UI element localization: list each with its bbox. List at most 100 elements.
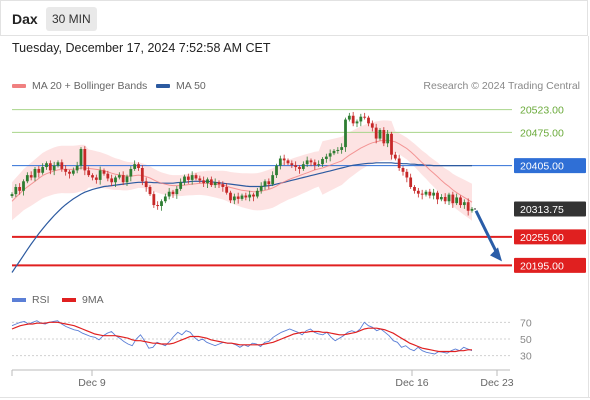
candle-body — [344, 119, 347, 148]
candle-body — [225, 187, 229, 193]
candle-body — [45, 163, 48, 168]
candle-body — [416, 190, 420, 194]
rsi-tick-label: 50 — [520, 334, 532, 346]
candle-body — [75, 165, 79, 171]
candle-body — [33, 168, 37, 178]
rsi-label: RSI — [32, 294, 50, 306]
level-tag-pivot — [514, 158, 586, 174]
candle-body — [148, 187, 152, 195]
candle-body — [190, 175, 194, 180]
candle-body — [22, 181, 25, 191]
candle-body — [221, 184, 225, 187]
candle-body — [313, 162, 317, 166]
candle-body — [79, 149, 83, 166]
candle-body — [378, 130, 382, 139]
level-tag-support — [514, 229, 586, 245]
timeframe-selector[interactable]: 30 MIN — [46, 7, 97, 31]
candle-body — [209, 179, 213, 186]
candle-body — [317, 164, 321, 166]
candle-body — [232, 196, 236, 201]
candle-body — [420, 193, 424, 195]
candle-body — [267, 181, 271, 185]
x-tick-label: Dec 23 — [480, 377, 513, 389]
candle-body — [48, 163, 52, 171]
rsi-tick-label: 30 — [520, 351, 532, 363]
top-bar: Dax 30 MIN — [0, 0, 588, 36]
candle-body — [206, 179, 209, 184]
key-levels: 20523.00 20475.00 20405.00 20313.75 20255.00… — [12, 105, 586, 273]
candle-body — [305, 160, 309, 165]
candle-body — [64, 168, 68, 172]
level-label-last: 20313.75 — [520, 204, 564, 216]
candle-body — [144, 181, 148, 187]
candle-body — [436, 192, 439, 200]
candle-body — [363, 116, 367, 118]
candle-body — [102, 170, 106, 174]
candle-body — [286, 160, 290, 164]
candle-body — [321, 158, 324, 165]
candle-body — [83, 149, 87, 171]
candle-body — [163, 196, 167, 202]
ma20-label: MA 20 + Bollinger Bands — [32, 80, 148, 92]
candle-body — [294, 165, 298, 168]
level-label-resistance: 20475.00 — [520, 127, 564, 139]
ma20-swatch — [12, 84, 26, 89]
candle-body — [367, 117, 370, 124]
rsi-tick-label: 70 — [520, 317, 532, 329]
candle-body — [466, 202, 470, 211]
candle-body — [252, 194, 255, 197]
candle-body — [332, 150, 336, 154]
candle-body — [443, 196, 447, 202]
candle-body — [229, 192, 232, 201]
candle-body — [175, 188, 179, 195]
forecast-arrow-head — [490, 247, 502, 262]
candle-body — [309, 160, 313, 163]
candle-body — [244, 195, 248, 198]
candle-body — [432, 192, 436, 196]
x-axis: Dec 9 Dec 16 Dec 23 — [11, 369, 514, 389]
candle-body — [409, 177, 413, 187]
candle-body — [114, 177, 117, 183]
candle-body — [424, 191, 428, 195]
candle-body — [290, 163, 294, 166]
candle-body — [370, 123, 374, 128]
candle-body — [455, 197, 459, 204]
candle-body — [255, 190, 259, 197]
candle-body — [129, 168, 133, 177]
rsi-ma-swatch — [62, 298, 76, 303]
candle-body — [29, 175, 33, 178]
candle-body — [213, 182, 217, 186]
bottom-border — [0, 397, 590, 398]
candle-body — [133, 164, 137, 169]
level-label-resistance: 20523.00 — [520, 105, 564, 117]
candle-body — [386, 133, 390, 144]
candle-body — [459, 197, 462, 206]
candle-body — [347, 115, 351, 120]
candle-body — [171, 191, 175, 195]
candle-body — [198, 178, 202, 181]
legend-ma50: MA 50 — [156, 80, 206, 92]
candle-body — [397, 158, 401, 168]
candle-body — [447, 194, 451, 202]
candle-body — [259, 186, 263, 191]
candle-body — [41, 167, 45, 173]
instrument-name: Dax — [12, 11, 38, 27]
x-tick-label: Dec 16 — [395, 377, 428, 389]
candle-body — [324, 156, 328, 159]
candle-body — [179, 182, 183, 189]
rsi-line — [11, 320, 473, 355]
candle-body — [282, 158, 286, 161]
rsi-panel: 70 50 30 — [11, 317, 532, 363]
candle-body — [194, 175, 198, 179]
candle-body — [156, 205, 160, 207]
level-tag-last — [514, 201, 586, 217]
candle-body — [56, 162, 60, 166]
candle-body — [98, 170, 102, 180]
candle-body — [359, 116, 363, 122]
candle-body — [110, 178, 114, 183]
candle-body — [355, 121, 359, 124]
chart-datetime: Tuesday, December 17, 2024 7:52:58 AM CE… — [12, 41, 271, 55]
candle-body — [240, 195, 244, 199]
candle-body — [428, 191, 432, 196]
